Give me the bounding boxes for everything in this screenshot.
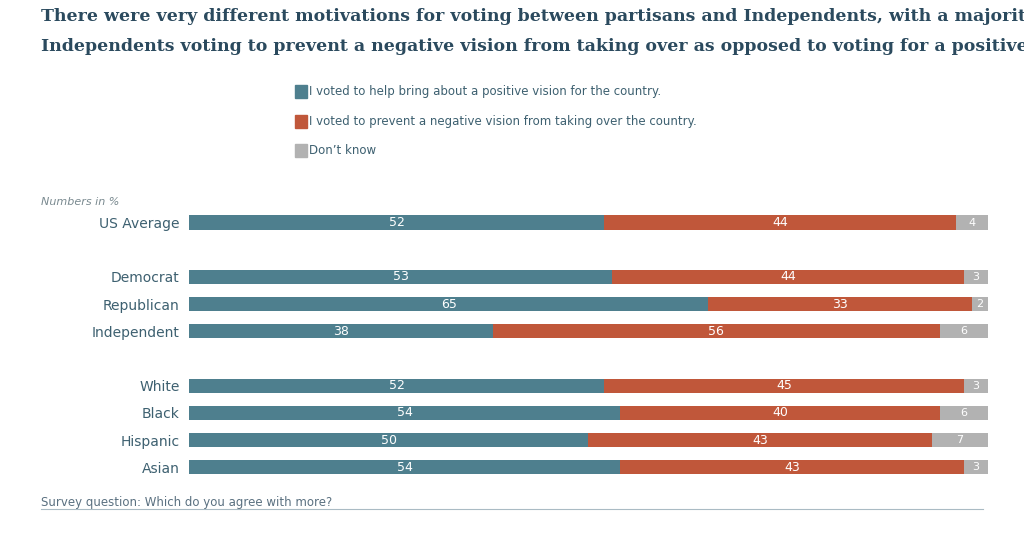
Text: Don’t know: Don’t know	[309, 144, 377, 157]
Bar	[589, 433, 932, 447]
Text: 3: 3	[972, 462, 979, 472]
Bar	[189, 216, 604, 230]
Bar	[189, 433, 589, 447]
Text: 44: 44	[780, 271, 796, 284]
Text: 43: 43	[784, 461, 800, 474]
Text: 4: 4	[968, 218, 975, 227]
Text: 52: 52	[389, 379, 404, 392]
Text: 54: 54	[397, 406, 413, 419]
Text: 7: 7	[956, 435, 964, 445]
Text: Numbers in %: Numbers in %	[41, 197, 120, 207]
Text: 43: 43	[753, 434, 768, 447]
Text: 44: 44	[772, 216, 787, 229]
Bar	[493, 324, 940, 338]
Bar	[604, 216, 955, 230]
Bar	[612, 270, 964, 284]
Bar	[621, 460, 964, 474]
Bar	[964, 270, 987, 284]
Bar	[964, 460, 987, 474]
Bar	[940, 406, 987, 420]
Text: 52: 52	[389, 216, 404, 229]
Text: 2: 2	[976, 299, 983, 309]
Text: Survey question: Which do you agree with more?: Survey question: Which do you agree with…	[41, 496, 332, 509]
Text: There were very different motivations for voting between partisans and Independe: There were very different motivations fo…	[41, 8, 1024, 25]
Text: 50: 50	[381, 434, 397, 447]
Text: 33: 33	[833, 298, 848, 310]
Bar	[709, 297, 972, 311]
Bar	[621, 406, 940, 420]
Text: Independents voting to prevent a negative vision from taking over as opposed to : Independents voting to prevent a negativ…	[41, 38, 1024, 55]
Bar	[940, 324, 987, 338]
Bar	[189, 297, 709, 311]
Text: 53: 53	[393, 271, 409, 284]
Bar	[189, 460, 621, 474]
Bar	[189, 270, 612, 284]
Text: 54: 54	[397, 461, 413, 474]
Text: 6: 6	[961, 326, 967, 336]
Text: 45: 45	[776, 379, 792, 392]
Text: 3: 3	[972, 381, 979, 391]
Text: I voted to prevent a negative vision from taking over the country.: I voted to prevent a negative vision fro…	[309, 115, 697, 128]
Text: 38: 38	[333, 325, 349, 338]
Bar	[964, 379, 987, 393]
Bar	[604, 379, 964, 393]
Text: 6: 6	[961, 408, 967, 418]
Text: 3: 3	[972, 272, 979, 282]
Bar	[972, 297, 987, 311]
Bar	[932, 433, 987, 447]
Text: 65: 65	[441, 298, 457, 310]
Text: I voted to help bring about a positive vision for the country.: I voted to help bring about a positive v…	[309, 85, 662, 98]
Bar	[189, 324, 493, 338]
Bar	[189, 406, 621, 420]
Text: 40: 40	[772, 406, 788, 419]
Text: 56: 56	[709, 325, 724, 338]
Bar	[189, 379, 604, 393]
Bar	[955, 216, 987, 230]
